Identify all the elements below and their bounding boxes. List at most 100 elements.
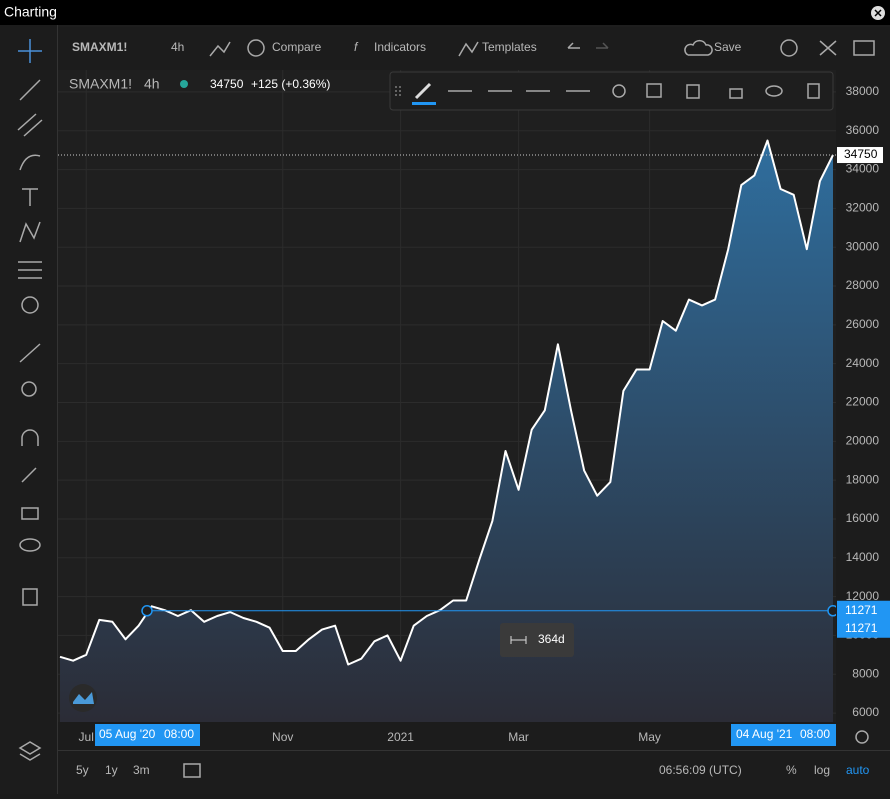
log-button[interactable]: log <box>814 763 830 777</box>
x-tick-label: May <box>638 730 661 744</box>
drawing-toolbar <box>389 71 834 111</box>
logo-mark <box>73 692 94 704</box>
auto-button[interactable]: auto <box>846 763 870 777</box>
y-tick-label: 28000 <box>846 278 880 292</box>
magnet-tool[interactable] <box>21 429 39 446</box>
axes: 6000800010000120001400016000180002000022… <box>79 84 890 746</box>
legend-change: +125 (+0.36%) <box>251 77 330 91</box>
prediction-tool[interactable] <box>18 261 42 279</box>
lock-drawing-button[interactable] <box>729 88 743 99</box>
ruler-tool[interactable] <box>19 343 41 363</box>
compare-icon <box>247 39 265 57</box>
layers-tool[interactable] <box>18 741 42 761</box>
last-price-box <box>837 147 883 164</box>
y-tick-label: 6000 <box>852 705 879 719</box>
visibility-tool[interactable] <box>19 538 41 552</box>
hide-drawing-button[interactable] <box>765 85 783 97</box>
crosshair-tool[interactable] <box>18 39 42 63</box>
time-label: 08:00 <box>164 727 194 741</box>
y-tick-label: 16000 <box>846 511 880 525</box>
lock-draw-tool[interactable] <box>21 467 37 483</box>
status-dot <box>180 80 188 88</box>
axis-settings-button[interactable] <box>855 730 869 744</box>
hline-price-label: 11271 <box>845 603 878 617</box>
last-price-label: 34750 <box>844 147 878 161</box>
y-tick-label: 32000 <box>846 201 880 215</box>
trendline-tool[interactable] <box>19 79 41 101</box>
percent-button[interactable]: % <box>786 763 797 777</box>
save-button[interactable]: Save <box>714 40 742 54</box>
clone-button[interactable] <box>686 84 700 99</box>
settings-button[interactable] <box>780 39 798 57</box>
clock: 06:56:09 (UTC) <box>659 763 742 777</box>
chart-style-button[interactable] <box>209 41 231 57</box>
y-tick-label: 18000 <box>846 472 880 486</box>
interval-button[interactable]: 4h <box>171 40 184 54</box>
legend-interval: 4h <box>144 76 160 92</box>
legend-symbol: SMAXM1! <box>69 76 132 92</box>
templates-icon <box>458 41 479 57</box>
y-tick-label: 12000 <box>846 589 880 603</box>
brush-tool[interactable] <box>19 154 41 171</box>
y-tick-label: 20000 <box>846 433 880 447</box>
y-tick-label: 36000 <box>846 123 880 137</box>
x-tick-label: Jul <box>79 730 94 744</box>
bottom-bar <box>58 750 890 794</box>
date-label: 04 Aug '21 <box>736 727 793 741</box>
hline-price-label: 11271 <box>845 621 878 635</box>
close-icon <box>874 9 882 17</box>
divider <box>58 750 890 751</box>
date-label: 05 Aug '20 <box>99 727 156 741</box>
divider <box>57 25 58 794</box>
series: 364d <box>58 139 839 722</box>
range-button[interactable]: 5y <box>76 763 89 777</box>
range-button[interactable]: 3m <box>133 763 150 777</box>
y-tick-label: 34000 <box>846 162 880 176</box>
lock-tool[interactable] <box>21 507 39 520</box>
text-tool[interactable] <box>22 188 38 206</box>
window-title: Charting <box>4 4 57 20</box>
fib-tool[interactable] <box>17 113 43 137</box>
fullscreen-button[interactable] <box>819 40 837 56</box>
screenshot-button[interactable] <box>853 40 875 56</box>
range-button[interactable]: 1y <box>105 763 118 777</box>
indicators-icon: f <box>354 40 359 54</box>
drawing-toolbar-box <box>389 71 834 111</box>
goto-date-button[interactable] <box>183 763 201 778</box>
y-tick-label: 38000 <box>846 84 880 98</box>
symbol-button[interactable]: SMAXM1! <box>72 40 127 54</box>
zoom-tool[interactable] <box>21 381 37 397</box>
settings-drawing-button[interactable] <box>612 84 626 98</box>
legend-price: 34750 <box>210 77 244 91</box>
y-tick-label: 14000 <box>846 550 880 564</box>
color-button[interactable] <box>414 82 432 100</box>
y-tick-label: 26000 <box>846 317 880 331</box>
measure-label: 364d <box>538 632 565 646</box>
measure-box <box>500 623 574 657</box>
indicators-button[interactable]: Indicators <box>374 40 426 54</box>
x-tick-label: Nov <box>272 730 293 744</box>
measure-icon <box>510 636 527 644</box>
delete-tool[interactable] <box>22 588 38 606</box>
x-tick-label: Mar <box>508 730 529 744</box>
drag-handle[interactable] <box>395 86 401 96</box>
x-tick-label: 2021 <box>387 730 414 744</box>
redo-button[interactable] <box>596 42 609 49</box>
left-toolbar <box>0 25 57 794</box>
pattern-tool[interactable] <box>19 221 41 243</box>
remove-drawing-button[interactable] <box>807 83 820 99</box>
y-tick-label: 22000 <box>846 395 880 409</box>
icon-tool[interactable] <box>21 296 39 314</box>
tool-icons <box>17 39 43 761</box>
compare-button[interactable]: Compare <box>272 40 322 54</box>
time-label: 08:00 <box>800 727 830 741</box>
save-icon <box>684 39 713 56</box>
layer-button[interactable] <box>646 83 662 98</box>
templates-button[interactable]: Templates <box>482 40 537 54</box>
y-tick-label: 24000 <box>846 356 880 370</box>
date-label-box <box>731 724 836 746</box>
y-tick-label: 8000 <box>852 666 879 680</box>
color-swatch <box>412 102 436 105</box>
undo-button[interactable] <box>567 42 580 49</box>
